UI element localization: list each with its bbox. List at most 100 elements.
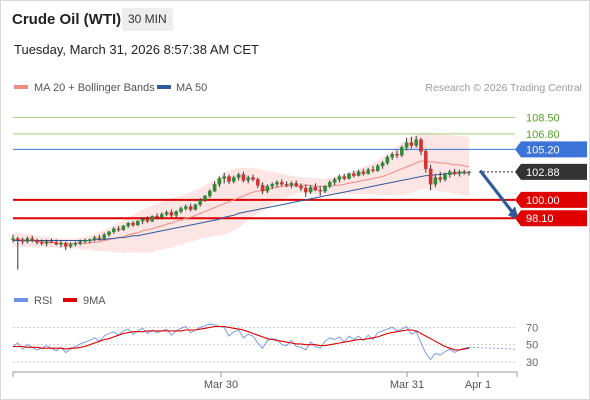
candle-39 — [198, 197, 203, 207]
price-panel: 108.50 106.80 105.20 102.88 100.00 98.10 — [11, 112, 587, 270]
candle-body — [390, 154, 395, 158]
candle-44 — [222, 172, 227, 184]
candle-61 — [304, 184, 308, 197]
level-label-3: 102.88 — [526, 167, 560, 179]
candle-92 — [452, 168, 457, 176]
candle-body — [107, 231, 111, 235]
level-label-bg-3 — [515, 163, 587, 180]
candle-body — [131, 222, 135, 226]
candle-3 — [25, 236, 30, 244]
candle-body — [73, 243, 78, 245]
candle-69 — [342, 173, 347, 181]
candle-body — [352, 173, 356, 176]
candle-body — [116, 228, 121, 231]
copyright-text: Research © 2026 Trading Central — [425, 82, 582, 94]
candle-27 — [140, 217, 145, 225]
candle-body — [347, 173, 351, 179]
x-tick-label-2: Apr 1 — [465, 379, 491, 391]
candle-5 — [35, 238, 39, 245]
candle-65 — [323, 185, 327, 194]
candle-62 — [308, 185, 313, 194]
candle-23 — [121, 225, 126, 231]
candle-body — [414, 139, 419, 146]
candle-78 — [385, 155, 390, 165]
candle-64 — [318, 186, 323, 196]
candle-9 — [54, 239, 58, 246]
candle-67 — [332, 177, 337, 186]
candle-body — [179, 208, 183, 212]
candle-0 — [11, 234, 15, 243]
candle-59 — [294, 180, 299, 188]
candle-body — [380, 162, 385, 167]
candle-63 — [313, 183, 318, 192]
candle-body — [87, 239, 92, 241]
candle-body — [126, 222, 130, 227]
candle-87 — [428, 164, 433, 191]
candle-33 — [169, 209, 174, 218]
candle-body — [83, 240, 87, 242]
candle-body — [11, 238, 15, 240]
candle-95 — [467, 170, 471, 176]
candle-21 — [111, 226, 116, 234]
candle-75 — [371, 165, 375, 173]
candle-body — [231, 177, 236, 182]
candle-12 — [68, 242, 73, 249]
candle-80 — [395, 150, 399, 159]
candle-76 — [376, 163, 380, 172]
candle-body — [328, 182, 332, 187]
candle-4 — [30, 235, 35, 243]
candle-38 — [193, 203, 198, 211]
legend-swatch-rsi — [14, 298, 28, 302]
candle-6 — [40, 239, 44, 246]
rsi-series-1 — [13, 325, 470, 351]
candle-46 — [231, 175, 236, 184]
candle-body — [198, 199, 203, 205]
candle-52 — [260, 182, 265, 194]
candle-body — [313, 187, 318, 191]
candle-18 — [97, 234, 102, 241]
level-label-bg-4 — [515, 191, 587, 208]
candle-26 — [135, 220, 140, 226]
candle-31 — [159, 212, 164, 220]
ma20-line — [13, 160, 470, 244]
candle-body — [222, 176, 227, 179]
candle-body — [164, 212, 169, 215]
candle-54 — [270, 182, 275, 190]
candle-body — [169, 212, 174, 216]
candle-50 — [251, 174, 255, 182]
header: Crude Oil (WTI) 30 MIN — [1, 1, 589, 37]
candle-body — [25, 238, 30, 242]
candle-11 — [64, 241, 68, 251]
candle-body — [78, 241, 82, 244]
candle-body — [366, 169, 371, 174]
candle-body — [15, 238, 20, 240]
level-label-bg-5 — [515, 210, 587, 227]
candle-body — [255, 179, 260, 186]
candle-body — [457, 171, 462, 174]
candle-body — [448, 171, 452, 175]
level-label-5: 98.10 — [526, 213, 554, 225]
candle-74 — [366, 167, 371, 175]
candle-43 — [217, 176, 222, 188]
legend-swatch-9ma — [63, 298, 77, 302]
candle-70 — [347, 172, 351, 180]
candle-body — [40, 242, 44, 244]
timeframe-badge[interactable]: 30 MIN — [122, 8, 173, 31]
legend-ma20-label: MA 20 + Bollinger Bands — [34, 82, 155, 94]
candle-body — [308, 187, 313, 193]
legend-ma50-label: MA 50 — [176, 82, 207, 94]
candle-56 — [280, 179, 284, 187]
candle-body — [145, 219, 150, 222]
candle-body — [92, 237, 97, 240]
candle-40 — [203, 194, 207, 202]
candle-93 — [457, 169, 462, 177]
candle-16 — [87, 238, 92, 244]
x-tick-label-0: Mar 30 — [204, 379, 238, 391]
candle-body — [150, 216, 155, 222]
candle-32 — [164, 210, 169, 217]
candle-85 — [419, 137, 423, 156]
candle-72 — [356, 169, 361, 177]
candle-19 — [102, 232, 106, 240]
candle-body — [438, 177, 443, 180]
